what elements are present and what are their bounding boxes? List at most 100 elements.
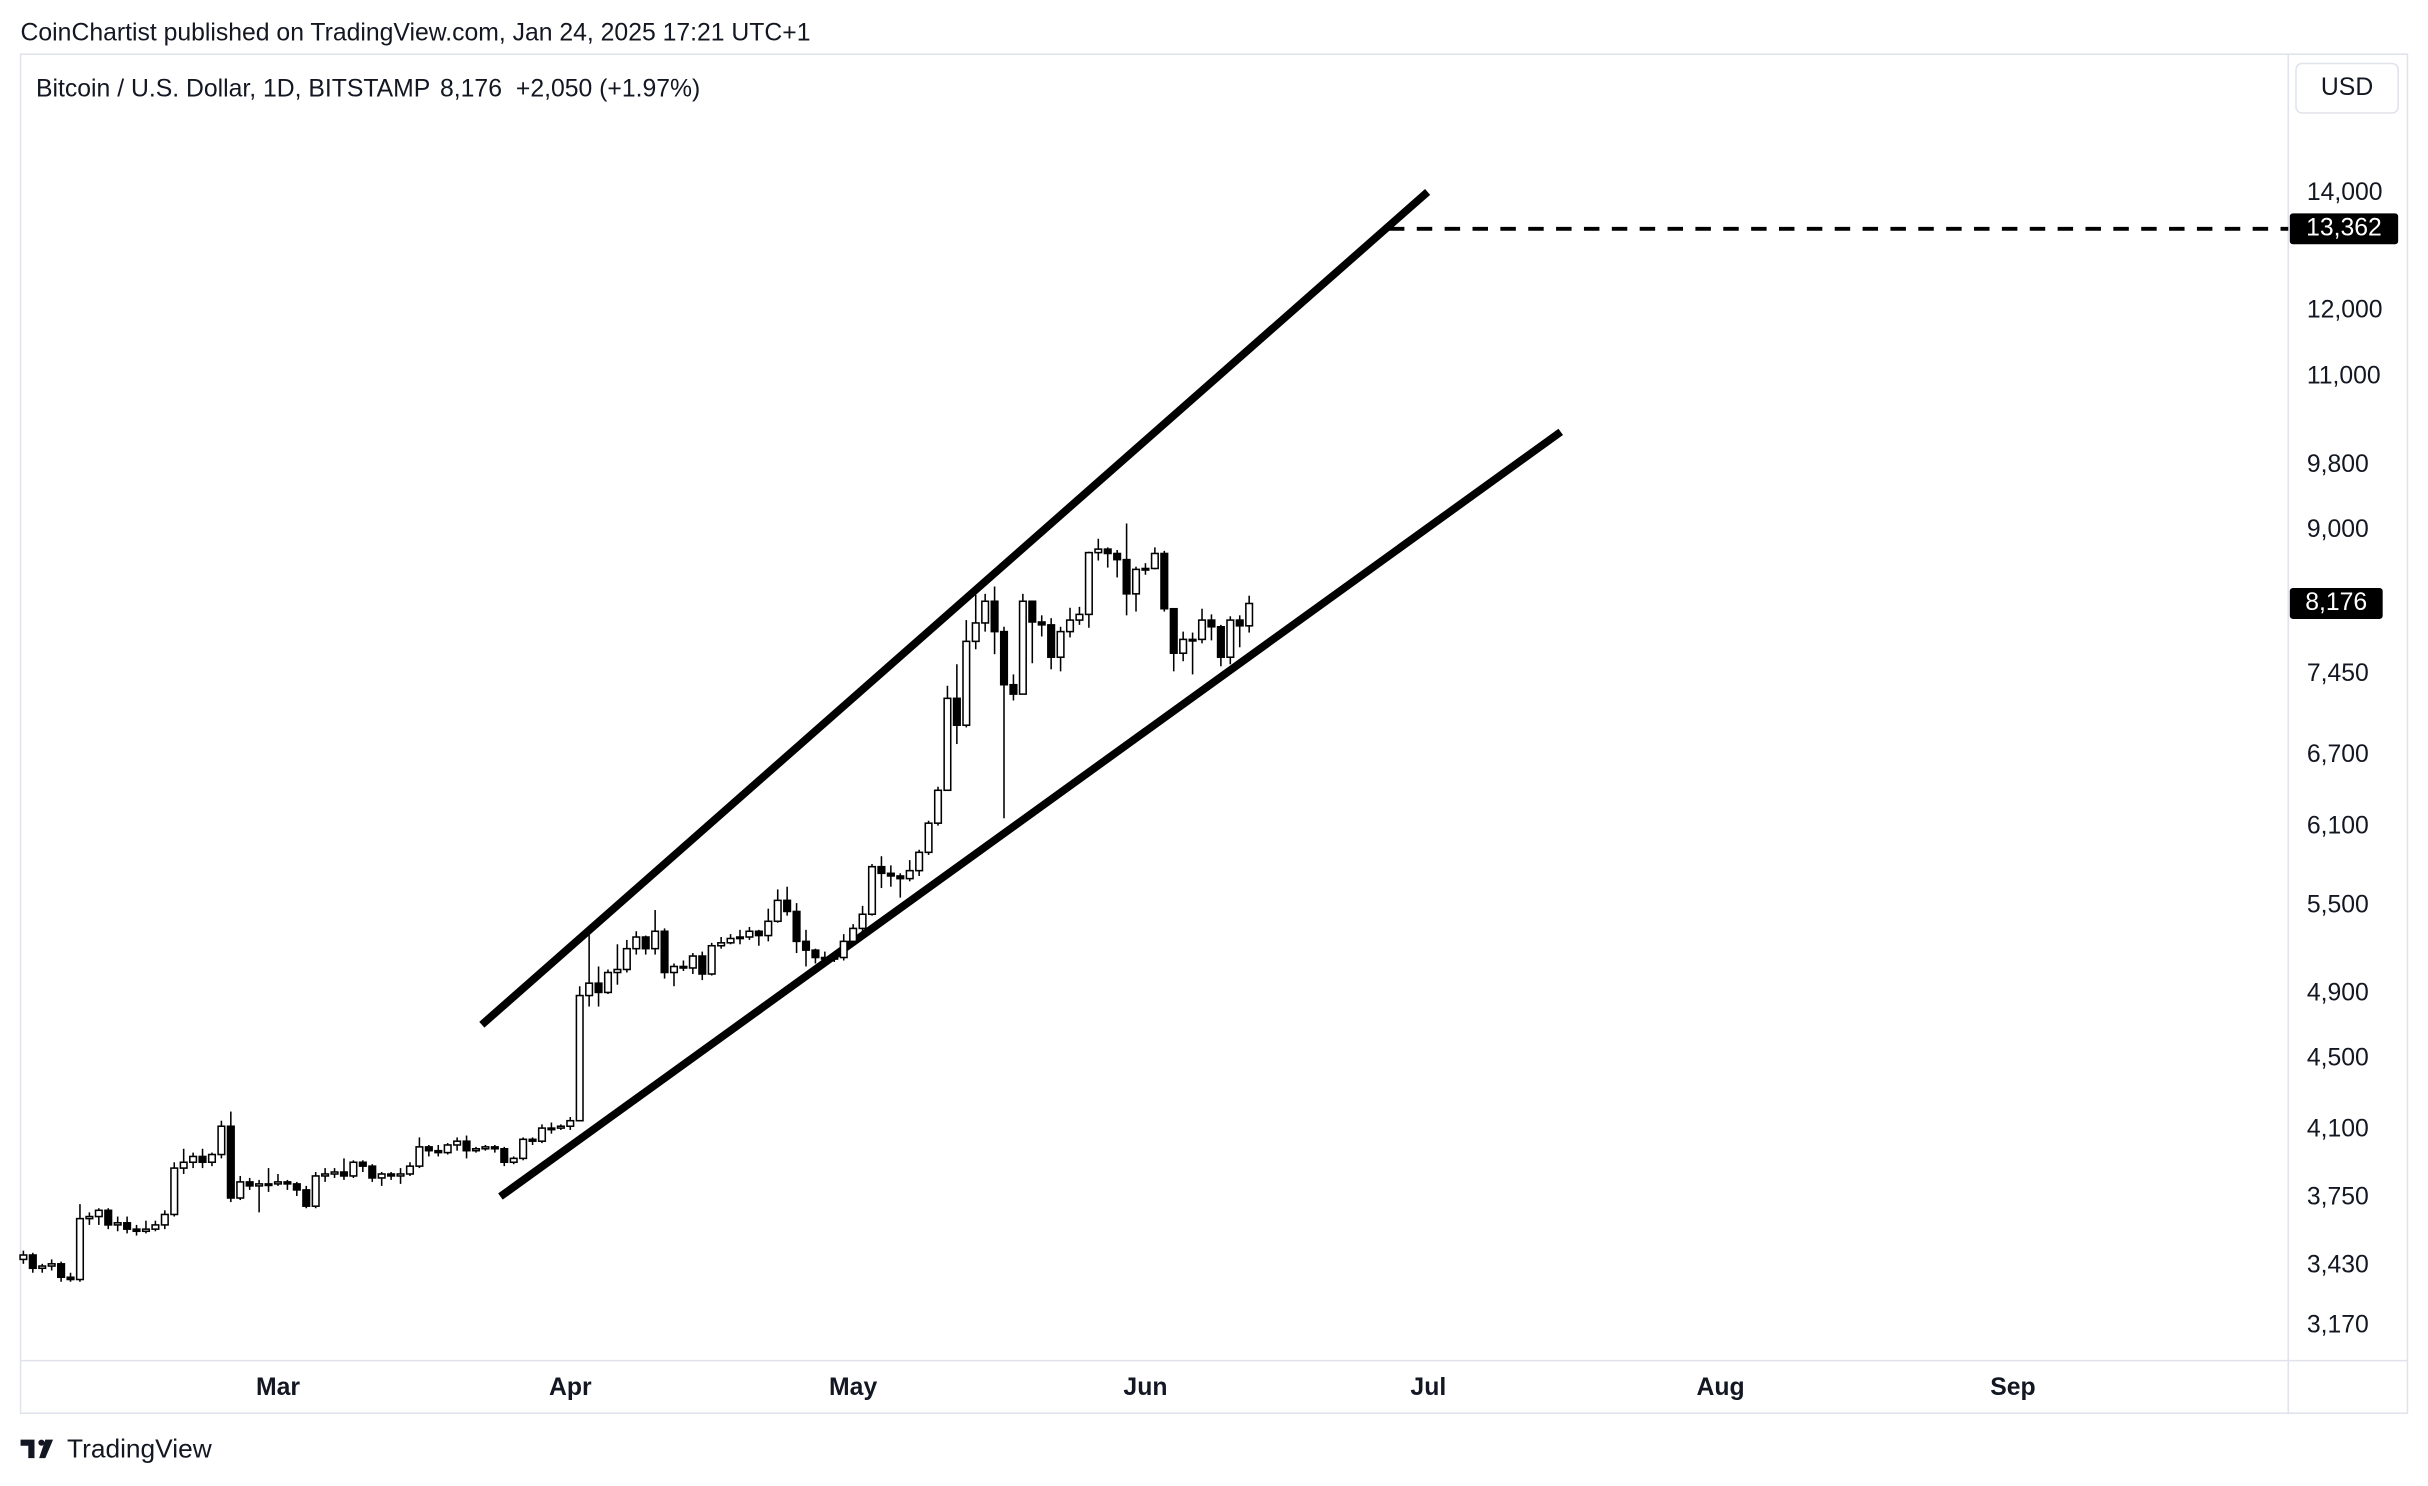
currency-button[interactable] xyxy=(2295,62,2399,114)
chart-frame xyxy=(19,53,2409,1415)
candle-body xyxy=(754,930,763,937)
candle-body xyxy=(302,1189,311,1207)
candle-body xyxy=(330,1171,339,1175)
candle-body xyxy=(311,1175,320,1207)
brand-icon-dot xyxy=(38,1439,45,1446)
candle-body xyxy=(19,1254,28,1261)
candle-body xyxy=(867,865,877,916)
candle-body xyxy=(132,1228,141,1233)
y-tick-label: 12,000 xyxy=(2307,296,2383,323)
candle-body xyxy=(490,1146,499,1150)
candle-body xyxy=(896,875,905,880)
candle-body xyxy=(952,697,961,726)
candle-body xyxy=(915,851,924,872)
candle-body xyxy=(924,822,933,854)
x-tick-label: Jun xyxy=(1123,1374,1167,1401)
candle-body xyxy=(660,930,669,974)
last-price-label: 8,176 xyxy=(2305,589,2367,616)
candle-body xyxy=(462,1140,471,1152)
candle-body xyxy=(688,955,697,969)
lower-trend-line xyxy=(498,428,1563,1200)
candle-body xyxy=(509,1157,518,1164)
candle-body xyxy=(1188,638,1197,642)
candle-body xyxy=(434,1149,443,1154)
y-tick-label: 4,100 xyxy=(2307,1115,2369,1142)
candle-body xyxy=(245,1181,254,1187)
candle-body xyxy=(858,913,867,930)
candle-body xyxy=(198,1155,207,1164)
candle-body xyxy=(57,1263,66,1279)
candle-body xyxy=(396,1173,405,1177)
symbol-title: Bitcoin / U.S. Dollar, 1D, BITSTAMP xyxy=(36,75,430,102)
candle-body xyxy=(377,1173,386,1179)
candle-body xyxy=(1037,621,1046,626)
candle-body xyxy=(764,920,773,937)
y-tick-label: 3,750 xyxy=(2307,1184,2369,1211)
candle-body xyxy=(264,1183,273,1187)
y-tick-label: 4,500 xyxy=(2307,1044,2369,1071)
candle-body xyxy=(226,1125,235,1199)
candle-body xyxy=(603,971,613,994)
candle-body xyxy=(745,930,754,938)
y-tick-label: 6,700 xyxy=(2307,741,2369,768)
candle-body xyxy=(820,956,829,960)
y-tick-label: 14,000 xyxy=(2307,179,2383,206)
candle-body xyxy=(179,1161,188,1169)
candle-body xyxy=(75,1217,85,1281)
candle-body xyxy=(1065,619,1075,633)
candle-body xyxy=(453,1140,462,1146)
y-tick-label: 3,170 xyxy=(2307,1312,2369,1339)
x-tick-label: Sep xyxy=(1990,1374,2035,1401)
candle-body xyxy=(1056,630,1065,658)
candle-body xyxy=(886,872,895,877)
candle-body xyxy=(321,1173,330,1177)
y-tick-label: 3,430 xyxy=(2307,1252,2369,1279)
upper-trend-line xyxy=(479,189,1431,1028)
candle-body xyxy=(651,930,660,950)
y-tick-label: 7,450 xyxy=(2307,660,2369,687)
candle-body xyxy=(368,1165,377,1179)
candle-body xyxy=(575,994,584,1122)
candle-body xyxy=(1113,552,1122,561)
candle-body xyxy=(141,1228,151,1233)
candle-body xyxy=(1169,607,1178,654)
candle-body xyxy=(990,600,999,633)
candle-body xyxy=(622,947,631,971)
candle-body xyxy=(415,1146,424,1167)
candle-body xyxy=(217,1125,226,1156)
candle-body xyxy=(189,1155,198,1164)
y-tick-label: 4,900 xyxy=(2307,980,2369,1007)
candle-body xyxy=(962,640,971,726)
x-tick-label: Apr xyxy=(549,1374,592,1401)
candle-body xyxy=(801,940,811,951)
candle-body xyxy=(255,1183,264,1187)
brand-name: TradingView xyxy=(67,1433,213,1463)
candle-body xyxy=(1235,619,1244,627)
candle-body xyxy=(1094,548,1103,554)
candle-body xyxy=(85,1215,94,1220)
candle-body xyxy=(943,697,952,792)
candle-body xyxy=(717,942,726,947)
candle-body xyxy=(971,622,980,643)
x-tick-label: Mar xyxy=(256,1374,300,1401)
candle-body xyxy=(726,937,735,944)
candle-body xyxy=(1141,567,1150,571)
candle-body xyxy=(387,1173,396,1177)
candle-body xyxy=(735,936,745,940)
candle-body xyxy=(830,956,839,960)
candle-body xyxy=(905,869,914,880)
candle-body xyxy=(28,1254,37,1270)
candle-body xyxy=(500,1148,509,1164)
candle-body xyxy=(283,1181,292,1185)
candle-body xyxy=(1245,602,1254,627)
candle-body xyxy=(773,899,782,923)
candle-body xyxy=(66,1276,75,1281)
candle-body xyxy=(1160,552,1169,610)
currency-label[interactable]: USD xyxy=(2321,74,2373,101)
candle-body xyxy=(1122,558,1131,595)
candle-body xyxy=(528,1138,537,1142)
candle-body xyxy=(113,1222,122,1226)
candle-body xyxy=(1028,600,1037,623)
candle-body xyxy=(405,1165,415,1175)
